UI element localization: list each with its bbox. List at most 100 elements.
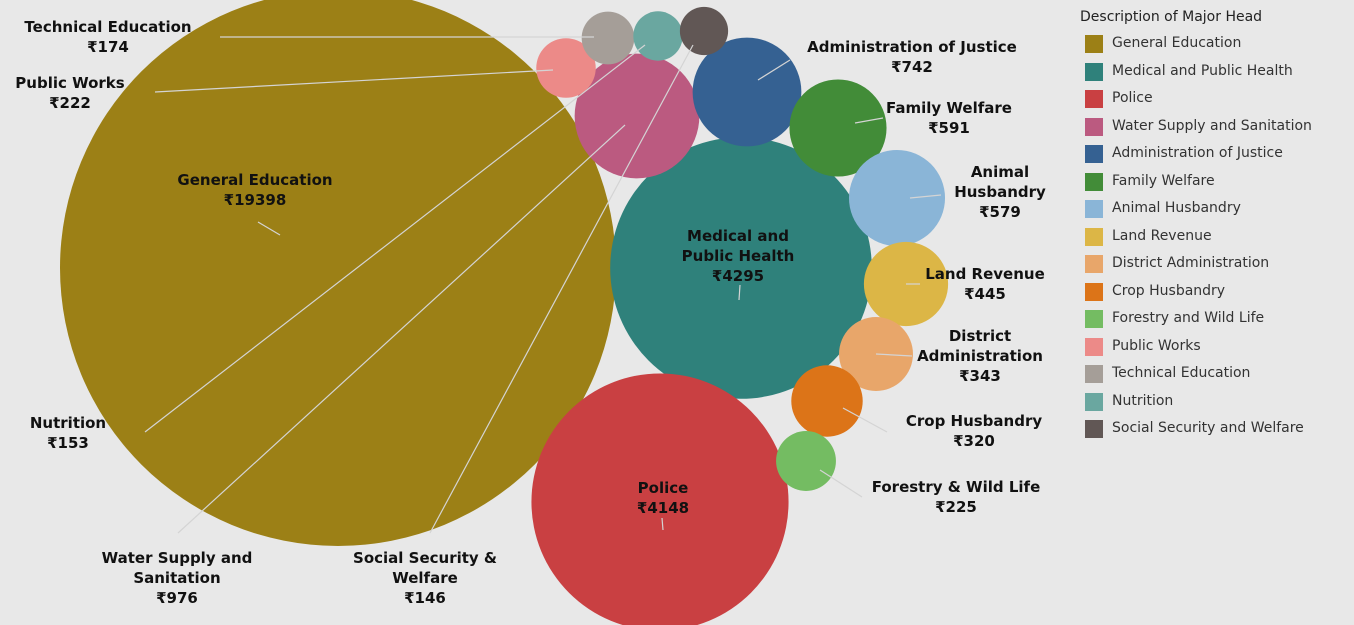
bubble bbox=[789, 79, 887, 177]
bubble-label: Police ₹4148 bbox=[637, 478, 689, 518]
legend-swatch bbox=[1085, 172, 1103, 191]
bubble-label: Social Security & Welfare ₹146 bbox=[353, 548, 497, 608]
bubble bbox=[679, 6, 729, 56]
legend-entry: General Education bbox=[1112, 35, 1242, 51]
legend-entry: District Administration bbox=[1112, 255, 1270, 271]
label-value: ₹4295 bbox=[711, 267, 765, 285]
bubble bbox=[633, 11, 683, 61]
leader-line bbox=[429, 44, 694, 534]
bubble bbox=[574, 53, 700, 179]
bubble-label: Forestry & Wild Life ₹225 bbox=[872, 477, 1041, 517]
bubble bbox=[692, 37, 802, 147]
legend-title: Description of Major Head bbox=[1080, 9, 1263, 25]
bubble-label: Administration of Justice ₹742 bbox=[807, 37, 1017, 77]
bubble-label: Public Works ₹222 bbox=[15, 73, 124, 113]
label-value: ₹976 bbox=[156, 589, 198, 607]
bubble-label: Crop Husbandry ₹320 bbox=[906, 411, 1042, 451]
bubble bbox=[610, 137, 872, 399]
legend-entry: Water Supply and Sanitation bbox=[1112, 117, 1312, 134]
legend-swatch bbox=[1085, 90, 1103, 108]
bubble bbox=[848, 149, 946, 247]
label-name: Crop Husbandry bbox=[905, 412, 1043, 430]
bubble-label: General Education ₹19398 bbox=[177, 170, 332, 210]
label-value: ₹146 bbox=[404, 589, 446, 607]
legend-entry: Crop Husbandry bbox=[1112, 282, 1226, 299]
bubble bbox=[536, 38, 596, 98]
legend-swatch bbox=[1085, 255, 1103, 273]
label-name: Forestry & Wild Life bbox=[871, 478, 1041, 496]
leader-line bbox=[909, 194, 942, 199]
label-value: ₹19398 bbox=[223, 191, 287, 209]
label-value: ₹445 bbox=[964, 285, 1006, 303]
legend-swatch bbox=[1085, 200, 1103, 218]
bubble-label: District Administration ₹343 bbox=[917, 326, 1043, 386]
label-value: ₹579 bbox=[979, 203, 1021, 221]
legend-entry: Medical and Public Health bbox=[1112, 62, 1293, 79]
bubble bbox=[791, 365, 863, 437]
bubble-label: Family Welfare ₹591 bbox=[886, 98, 1012, 138]
legend-entry: Administration of Justice bbox=[1112, 145, 1283, 161]
legend-swatch bbox=[1085, 337, 1103, 356]
label-name: Family Welfare bbox=[886, 99, 1012, 117]
bubble-label: Land Revenue ₹445 bbox=[925, 264, 1045, 304]
legend-swatch bbox=[1085, 62, 1103, 81]
bubble-label: Water Supply and Sanitation ₹976 bbox=[102, 548, 253, 608]
legend-swatch bbox=[1085, 392, 1103, 411]
label-value: ₹225 bbox=[935, 498, 977, 516]
legend-entry: Animal Husbandry bbox=[1112, 200, 1241, 216]
legend-entry: Social Security and Welfare bbox=[1112, 420, 1304, 436]
label-name: Public Works bbox=[15, 74, 125, 92]
bubble bbox=[581, 11, 635, 65]
label-name: Water Supply and Sanitation bbox=[101, 549, 253, 587]
leader-line bbox=[842, 407, 888, 433]
leader-line bbox=[154, 69, 554, 93]
label-name: Nutrition bbox=[29, 414, 107, 432]
legend-entry: Forestry and Wild Life bbox=[1112, 310, 1265, 326]
label-value: ₹320 bbox=[953, 432, 995, 450]
label-name: District Administration bbox=[917, 327, 1043, 365]
legend-swatch bbox=[1085, 227, 1103, 246]
leader-line bbox=[875, 353, 913, 357]
label-value: ₹343 bbox=[959, 367, 1001, 385]
legend-entry: Technical Education bbox=[1112, 365, 1251, 381]
bubble bbox=[776, 431, 836, 491]
bubble bbox=[60, 0, 616, 546]
bubble-label: Animal Husbandry ₹579 bbox=[954, 162, 1046, 222]
leader-line bbox=[757, 59, 791, 81]
label-value: ₹174 bbox=[87, 38, 129, 56]
label-name: Police bbox=[637, 479, 689, 497]
leader-line bbox=[738, 284, 741, 301]
leader-line bbox=[661, 517, 664, 531]
label-value: ₹742 bbox=[891, 58, 933, 76]
leader-line bbox=[819, 469, 863, 498]
legend-entry: Police bbox=[1112, 90, 1153, 106]
legend-swatch bbox=[1085, 365, 1103, 383]
legend-swatch bbox=[1085, 310, 1103, 328]
label-value: ₹222 bbox=[49, 94, 91, 112]
leader-line bbox=[257, 221, 281, 236]
label-value: ₹4148 bbox=[636, 499, 690, 517]
legend-swatch bbox=[1085, 117, 1103, 136]
legend-swatch bbox=[1085, 35, 1103, 53]
label-name: Social Security & Welfare bbox=[353, 549, 497, 587]
bubble-label: Technical Education ₹174 bbox=[24, 17, 191, 57]
label-name: General Education bbox=[177, 171, 333, 189]
bubble bbox=[531, 373, 789, 625]
bubble-label: Medical and Public Health ₹4295 bbox=[682, 226, 795, 286]
legend-entry: Family Welfare bbox=[1112, 172, 1215, 189]
leader-line bbox=[854, 117, 884, 124]
leader-line bbox=[144, 44, 646, 433]
bubble-label: Nutrition ₹153 bbox=[30, 413, 106, 453]
label-value: ₹153 bbox=[47, 434, 89, 452]
legend-swatch bbox=[1085, 282, 1103, 301]
legend-entry: Public Works bbox=[1112, 337, 1201, 354]
label-name: Medical and Public Health bbox=[681, 227, 795, 265]
legend-entry: Nutrition bbox=[1112, 392, 1174, 409]
label-name: Technical Education bbox=[24, 18, 192, 36]
legend-swatch bbox=[1085, 145, 1103, 163]
label-value: ₹591 bbox=[928, 119, 970, 137]
legend-entry: Land Revenue bbox=[1112, 227, 1212, 244]
leader-line bbox=[177, 124, 626, 534]
